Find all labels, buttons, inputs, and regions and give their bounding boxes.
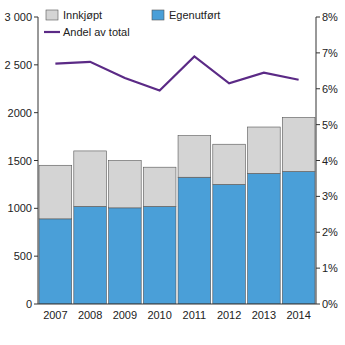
x-tick-label: 2010 [147,309,171,321]
y2-tick-label: 0% [322,298,338,310]
y2-tick [316,232,320,233]
bar [74,206,107,304]
y-tick-label: 3 000 [4,11,32,23]
bar [178,177,211,304]
x-tick-label: 2008 [78,309,102,321]
bar [248,173,281,304]
bar [109,208,142,304]
bar [282,117,315,171]
legend-label: Egenutført [169,9,220,21]
bar [213,144,246,184]
y-tick-label: 2 500 [4,59,32,71]
bar [109,161,142,208]
y2-tick-label: 8% [322,11,338,23]
y-tick-label: 500 [14,250,32,262]
bar [248,127,281,173]
bar [282,172,315,304]
y2-tick [316,196,320,197]
legend-swatch [46,10,58,20]
y-tick [34,17,38,18]
bar [213,184,246,304]
y-tick [34,208,38,209]
y2-tick-label: 2% [322,226,338,238]
y2-tick-label: 4% [322,155,338,167]
y-tick [34,64,38,65]
legend-label: Innkjøpt [63,9,102,21]
bar [39,219,72,304]
x-tick-label: 2013 [252,309,276,321]
y-tick [34,160,38,161]
x-tick-label: 2011 [183,309,207,321]
y-tick [34,112,38,113]
x-tick-label: 2007 [43,309,67,321]
y2-tick [316,160,320,161]
y2-tick [316,304,320,305]
y2-tick [316,88,320,89]
x-tick-label: 2014 [286,309,310,321]
y2-tick [316,17,320,18]
y2-tick-label: 7% [322,47,338,59]
y-tick-label: 0 [26,298,32,310]
y-tick-label: 1000 [8,202,32,214]
marks [39,56,315,304]
legend-swatch [44,31,60,33]
x-tick-label: 2009 [113,309,137,321]
bar [143,167,176,206]
legend-swatch [152,10,164,20]
line [55,56,298,90]
y2-tick-label: 6% [322,83,338,95]
bar [74,151,107,206]
bar [39,165,72,219]
bar [178,136,211,178]
legend: Egenutført Innkjøpt Andel av total [44,9,220,38]
x-axis-line [38,304,316,305]
x-tick-label: 2012 [217,309,241,321]
y2-tick [316,52,320,53]
y2-tick [316,268,320,269]
y-tick [34,256,38,257]
y2-tick [316,124,320,125]
legend-label: Andel av total [63,26,130,38]
y-tick-label: 2000 [8,107,32,119]
y-tick [34,304,38,305]
axes: 0 500 1000 1500 2000 2 500 3 000 0% 1% 2% 3% 4% 5% 6%… [4,11,338,321]
y2-tick-label: 1% [322,262,338,274]
bar [143,206,176,304]
y-tick-label: 1500 [8,155,32,167]
y2-tick-label: 3% [322,190,338,202]
chart: 0 500 1000 1500 2000 2 500 3 000 0% 1% 2% 3% 4% 5% 6%… [0,0,345,345]
y2-tick-label: 5% [322,119,338,131]
